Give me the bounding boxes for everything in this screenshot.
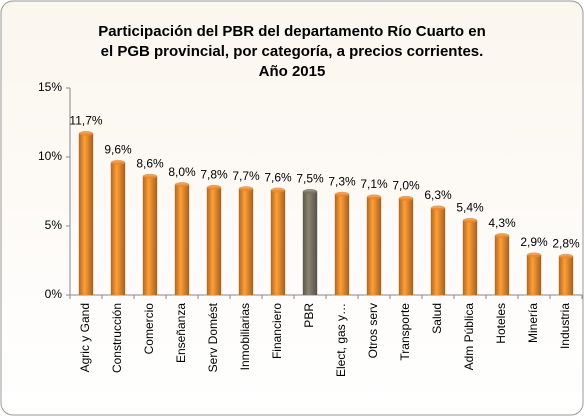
x-tick-label: Financiero bbox=[270, 303, 284, 359]
bar bbox=[238, 188, 254, 295]
bar bbox=[462, 220, 478, 295]
value-label: 7,3% bbox=[328, 174, 356, 188]
x-tick-label: PBR bbox=[302, 303, 316, 328]
x-tick-label: Elect, gas y… bbox=[334, 303, 348, 377]
chart-title: Participación del PBR del departamento R… bbox=[98, 23, 486, 40]
y-tick-label: 10% bbox=[38, 149, 62, 163]
bar bbox=[142, 176, 158, 295]
bar-top bbox=[270, 187, 286, 193]
x-tick-label: Minería bbox=[526, 303, 540, 343]
bar-top bbox=[174, 182, 190, 188]
value-label: 2,8% bbox=[552, 237, 580, 251]
bar-top bbox=[558, 253, 574, 259]
y-tick-label: 5% bbox=[45, 218, 63, 232]
bar bbox=[430, 208, 446, 295]
x-tick-label: Transporte bbox=[398, 303, 412, 361]
bar-top bbox=[526, 252, 542, 258]
bar bbox=[78, 133, 94, 295]
value-label: 7,6% bbox=[264, 170, 292, 184]
x-tick-label: Industria bbox=[558, 303, 572, 349]
bar-top bbox=[238, 186, 254, 192]
value-label: 7,1% bbox=[360, 177, 388, 191]
chart-title: Año 2015 bbox=[259, 63, 326, 80]
value-label: 9,6% bbox=[104, 143, 132, 157]
bar-top bbox=[494, 233, 510, 239]
x-tick-label: Construcción bbox=[110, 303, 124, 373]
bar-top bbox=[462, 217, 478, 223]
value-label: 6,3% bbox=[424, 188, 452, 202]
x-tick-label: Hoteles bbox=[494, 303, 508, 344]
bar bbox=[398, 198, 414, 295]
value-label: 7,8% bbox=[200, 168, 228, 182]
value-label: 4,3% bbox=[488, 216, 516, 230]
value-label: 8,0% bbox=[168, 165, 196, 179]
x-tick-label: Otros serv bbox=[366, 303, 380, 358]
bar bbox=[334, 194, 350, 295]
x-tick-label: Comercio bbox=[142, 303, 156, 355]
bar-top bbox=[302, 189, 318, 194]
bar bbox=[526, 254, 542, 295]
y-tick-label: 0% bbox=[45, 287, 63, 301]
bar-top bbox=[430, 205, 446, 211]
x-tick-label: Adm Pública bbox=[462, 303, 476, 371]
bar-top bbox=[110, 160, 126, 166]
bar-top bbox=[78, 131, 94, 137]
bar bbox=[366, 197, 382, 295]
bar bbox=[110, 162, 126, 295]
x-tick-label: Inmobiliarias bbox=[238, 303, 252, 370]
bar bbox=[206, 187, 222, 295]
value-label: 2,9% bbox=[520, 235, 548, 249]
x-tick-label: Salud bbox=[430, 303, 444, 334]
x-tick-label: Serv Domést bbox=[206, 302, 220, 372]
bar-top bbox=[398, 195, 414, 201]
bar bbox=[494, 235, 510, 295]
bar bbox=[174, 184, 190, 295]
bar-top bbox=[366, 194, 382, 200]
bar bbox=[302, 191, 318, 295]
value-label: 7,5% bbox=[296, 172, 324, 186]
value-label: 5,4% bbox=[456, 201, 484, 215]
bar bbox=[270, 190, 286, 295]
bar bbox=[558, 256, 574, 295]
x-tick-label: Agric y Gand bbox=[78, 303, 92, 372]
bar-top bbox=[206, 184, 222, 190]
value-label: 11,7% bbox=[69, 114, 102, 128]
x-tick-label: Enseñanza bbox=[174, 303, 188, 363]
y-tick-label: 15% bbox=[38, 80, 62, 94]
bar-top bbox=[142, 173, 158, 179]
value-label: 7,0% bbox=[392, 179, 420, 193]
value-label: 7,7% bbox=[232, 169, 260, 183]
bar-top bbox=[334, 191, 350, 197]
chart-title: el PGB provincial, por categoría, a prec… bbox=[101, 43, 484, 60]
value-label: 8,6% bbox=[136, 156, 164, 170]
title: Participación del PBR del departamento R… bbox=[98, 23, 486, 80]
